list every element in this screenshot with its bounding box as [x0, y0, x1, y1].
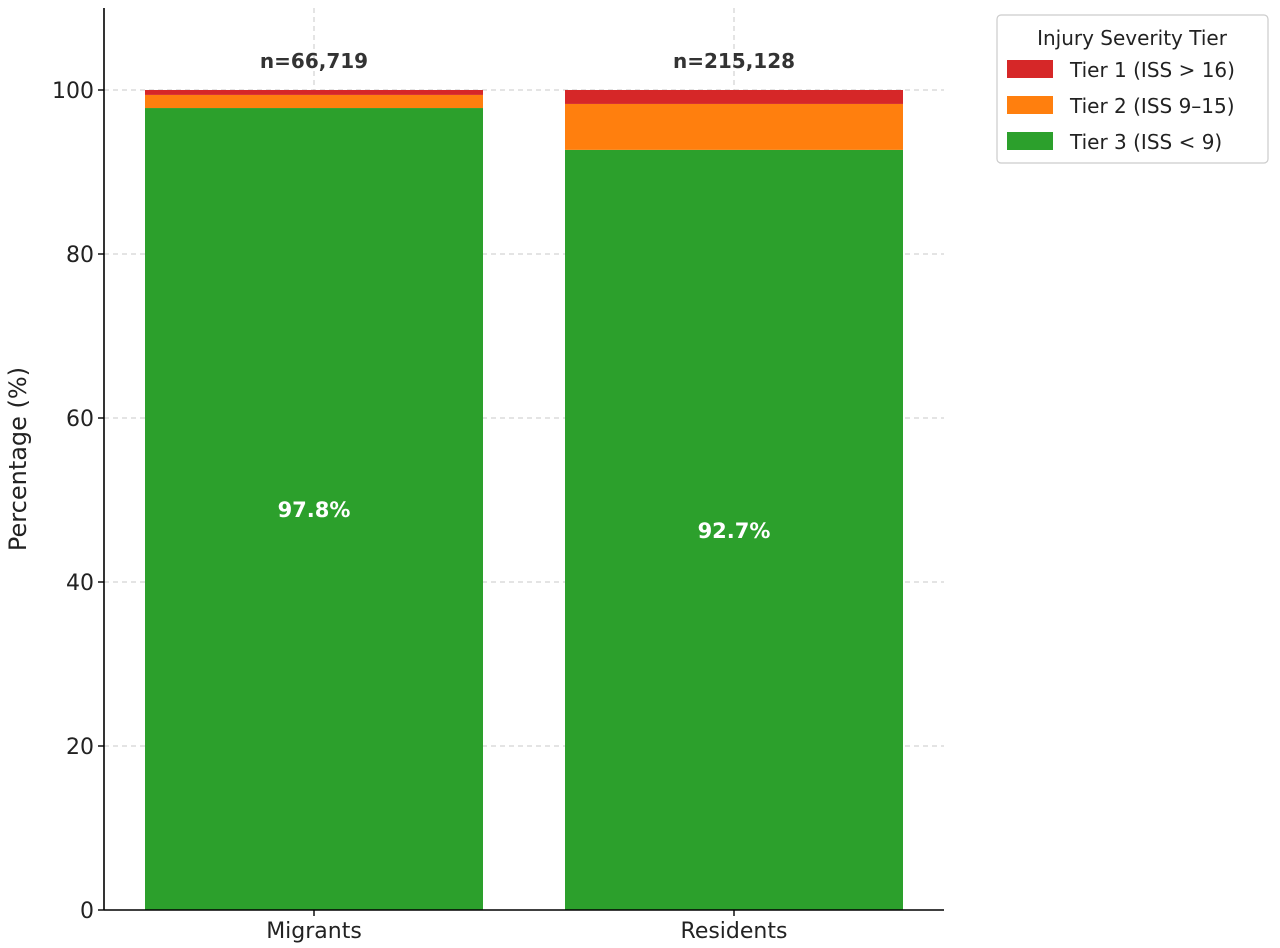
bar-segment — [565, 90, 903, 104]
x-tick-label: Migrants — [266, 919, 362, 944]
sample-size-label: n=215,128 — [673, 49, 795, 73]
bar-segment — [565, 103, 903, 150]
y-tick-label: 60 — [66, 407, 94, 432]
bar-segment — [145, 90, 483, 95]
legend-title: Injury Severity Tier — [1037, 26, 1228, 50]
bar-segment — [145, 108, 483, 911]
y-tick-label: 40 — [66, 571, 94, 596]
legend-label: Tier 3 (ISS < 9) — [1069, 130, 1222, 154]
ticks: 0 20 40 60 80 100 Migrants Residents — [52, 79, 787, 944]
percentage-label: 92.7% — [698, 519, 771, 543]
legend-swatch — [1007, 60, 1053, 78]
bar-segment — [565, 149, 903, 911]
y-tick-label: 20 — [66, 735, 94, 760]
x-tick-label: Residents — [681, 919, 788, 944]
percentage-label: 97.8% — [278, 498, 351, 522]
axes — [103, 8, 944, 911]
legend-swatch — [1007, 96, 1053, 114]
legend: Injury Severity Tier Tier 1 (ISS > 16)Ti… — [996, 14, 1269, 164]
legend-label: Tier 2 (ISS 9–15) — [1069, 94, 1235, 118]
data-labels: n=66,719 97.8% n=215,128 92.7% — [260, 49, 795, 543]
bar-segment — [145, 94, 483, 109]
y-tick-label: 80 — [66, 243, 94, 268]
bars — [145, 90, 903, 911]
y-tick-label: 0 — [80, 899, 94, 924]
y-axis-title: Percentage (%) — [4, 367, 32, 551]
legend-entries: Tier 1 (ISS > 16) Tier 2 (ISS 9–15) Tier 3… — [1007, 58, 1235, 154]
legend-label: Tier 1 (ISS > 16) — [1069, 58, 1235, 82]
y-tick-label: 100 — [52, 79, 94, 104]
legend-swatch — [1007, 132, 1053, 150]
sample-size-label: n=66,719 — [260, 49, 368, 73]
legend-box — [996, 14, 1269, 164]
